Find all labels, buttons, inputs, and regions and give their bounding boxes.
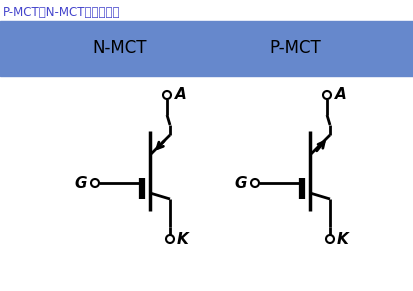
Text: P-MCT: P-MCT [268,40,320,58]
Text: N-MCT: N-MCT [93,40,147,58]
Bar [0,21,413,76]
Text: G: G [74,175,87,191]
Text: A: A [175,88,186,102]
Text: A: A [334,88,346,102]
Text: G: G [234,175,247,191]
Text: P-MCT和N-MCT的电路符号: P-MCT和N-MCT的电路符号 [3,6,120,19]
Text: K: K [336,232,348,246]
Text: K: K [177,232,188,246]
